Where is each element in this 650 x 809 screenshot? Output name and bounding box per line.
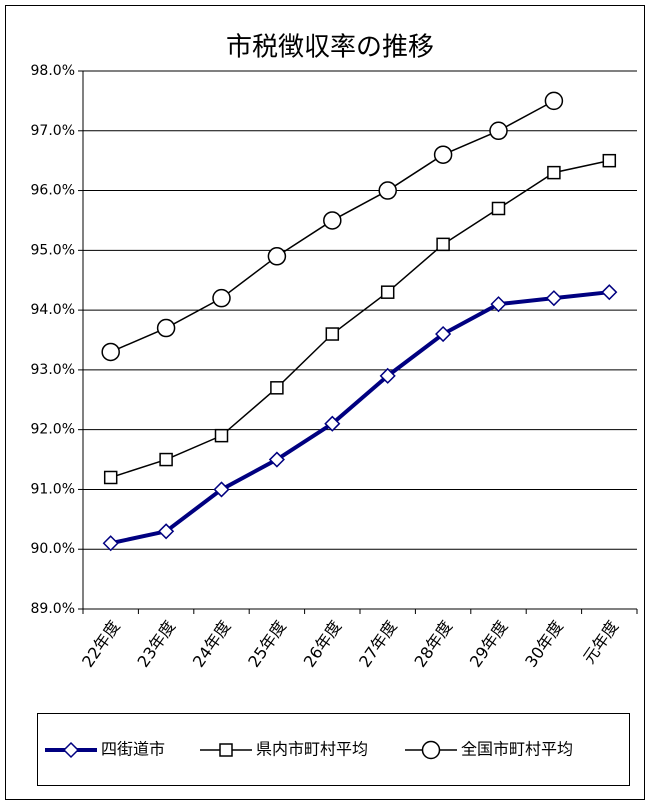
series-line	[110, 290, 610, 546]
marker	[219, 743, 233, 757]
marker	[159, 452, 173, 467]
y-tick-label: 92.0%	[31, 422, 75, 438]
marker	[158, 523, 175, 540]
marker	[435, 325, 452, 343]
marker	[380, 285, 395, 299]
marker	[545, 290, 562, 307]
marker	[324, 415, 341, 432]
marker	[212, 288, 231, 308]
marker	[491, 201, 506, 216]
marker	[103, 470, 118, 485]
y-tick-label: 98.0%	[31, 63, 75, 79]
chart-title: 市税徴収率の推移	[226, 33, 434, 63]
y-tick-label: 96.0%	[31, 183, 75, 199]
legend-label: 四街道市	[101, 740, 165, 759]
legend-box	[37, 713, 630, 786]
series-line	[110, 159, 610, 479]
marker	[213, 481, 230, 498]
y-tick-label: 90.0%	[31, 541, 75, 557]
plot-area	[83, 71, 637, 609]
marker	[379, 367, 396, 384]
marker	[490, 296, 507, 313]
y-tick-label: 97.0%	[31, 123, 75, 139]
marker	[433, 145, 453, 164]
marker	[544, 91, 564, 111]
marker	[436, 237, 450, 252]
y-tick-label: 95.0%	[31, 242, 75, 258]
y-tick-label: 93.0%	[31, 362, 75, 378]
marker	[102, 535, 119, 552]
y-tick-label: 89.0%	[31, 601, 75, 617]
marker	[421, 740, 441, 760]
marker	[62, 741, 80, 759]
legend-label: 県内市町村平均	[256, 740, 368, 759]
marker	[489, 121, 508, 141]
y-tick-label: 94.0%	[31, 302, 75, 318]
marker	[270, 381, 284, 395]
marker	[214, 428, 229, 443]
marker	[101, 342, 120, 362]
marker	[378, 181, 397, 200]
marker	[323, 211, 342, 230]
marker	[325, 327, 340, 341]
marker	[156, 318, 176, 338]
y-tick-label: 91.0%	[31, 481, 75, 497]
marker	[547, 165, 561, 180]
marker	[602, 153, 617, 168]
legend-label: 全国市町村平均	[461, 740, 573, 759]
marker	[601, 284, 618, 301]
marker	[267, 247, 287, 266]
marker	[268, 451, 285, 468]
